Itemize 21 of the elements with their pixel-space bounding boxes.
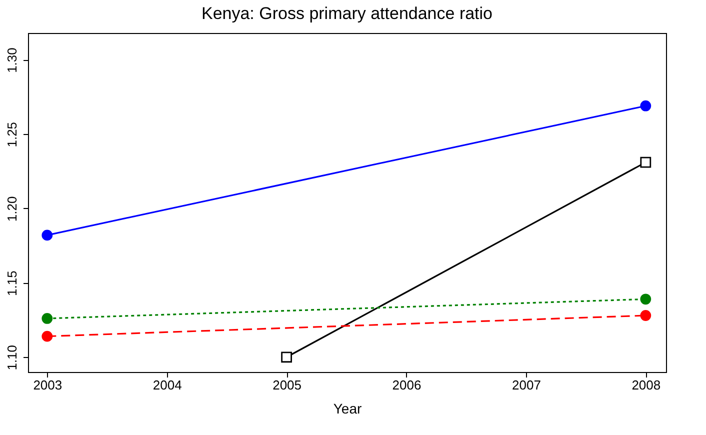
x-tick-label: 2005 bbox=[272, 378, 302, 392]
y-tick-label: 1.10 bbox=[4, 344, 20, 370]
x-tick-label: 2008 bbox=[632, 378, 661, 392]
y-tick-label: 1.15 bbox=[4, 270, 20, 296]
point bbox=[640, 100, 652, 112]
y-tick-label: 1.25 bbox=[4, 122, 20, 148]
y-tick-label: 1.20 bbox=[4, 196, 20, 222]
point bbox=[281, 352, 292, 363]
point bbox=[640, 294, 652, 305]
point bbox=[42, 230, 53, 241]
point bbox=[640, 156, 652, 168]
y-tick-label: 1.30 bbox=[4, 48, 20, 73]
point bbox=[640, 310, 652, 321]
x-tick-label: 2003 bbox=[33, 378, 62, 392]
x-tick-label: 2006 bbox=[392, 378, 422, 392]
x-axis-title: Year bbox=[333, 400, 362, 416]
chart-title: Kenya: Gross primary attendance ratio bbox=[201, 4, 493, 23]
point bbox=[42, 313, 53, 324]
x-tick-label: 2007 bbox=[512, 378, 541, 392]
x-tick-label: 2004 bbox=[152, 378, 182, 392]
point bbox=[42, 330, 53, 342]
